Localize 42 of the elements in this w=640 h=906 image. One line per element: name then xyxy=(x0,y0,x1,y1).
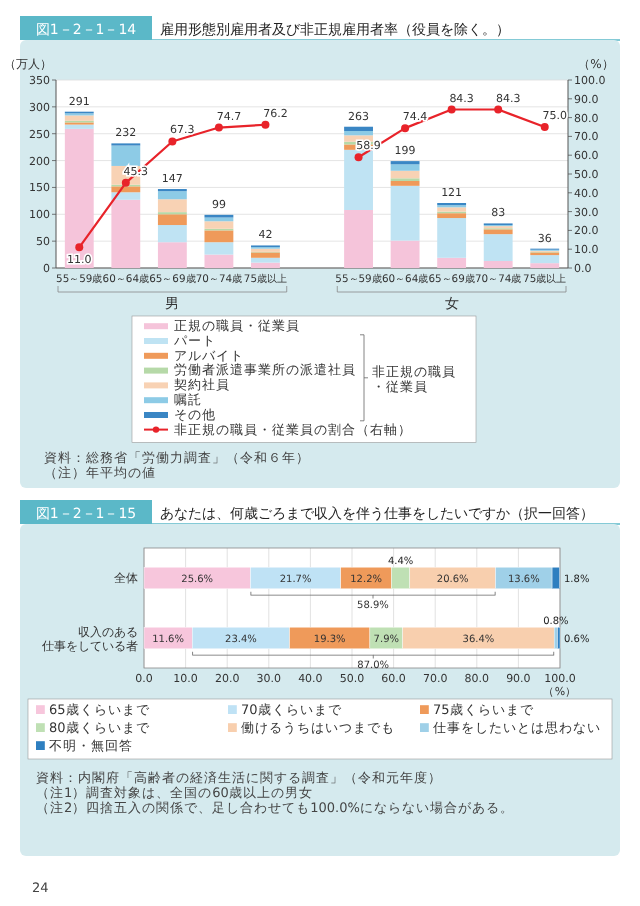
bar xyxy=(390,185,420,241)
bar xyxy=(204,230,234,243)
bar xyxy=(157,191,187,200)
bar xyxy=(390,170,420,179)
bar xyxy=(204,221,234,229)
bar xyxy=(390,164,420,171)
bar xyxy=(157,214,187,226)
bar xyxy=(251,252,280,258)
point xyxy=(214,123,223,132)
bar xyxy=(157,199,187,213)
bar xyxy=(204,254,234,268)
bar xyxy=(437,213,467,219)
bar xyxy=(437,257,467,268)
bar xyxy=(111,145,141,166)
bar xyxy=(344,209,373,268)
bar xyxy=(530,255,560,264)
bar xyxy=(157,225,187,243)
bar xyxy=(390,240,420,268)
bar xyxy=(251,262,280,268)
point xyxy=(401,124,410,133)
bar xyxy=(483,261,513,268)
bar xyxy=(344,149,373,210)
point xyxy=(494,105,503,114)
bar xyxy=(111,199,141,268)
point xyxy=(540,123,549,131)
point xyxy=(75,243,84,252)
bar xyxy=(483,234,513,262)
bar xyxy=(390,180,420,186)
point xyxy=(354,153,363,162)
bar xyxy=(344,126,373,132)
point xyxy=(168,137,177,146)
bar xyxy=(157,242,187,268)
point xyxy=(121,178,130,187)
bar xyxy=(204,242,234,255)
point xyxy=(261,120,270,129)
bar xyxy=(64,115,94,121)
bar xyxy=(251,257,280,263)
bar xyxy=(483,229,513,235)
bar xyxy=(64,128,94,268)
bar xyxy=(111,192,141,200)
point xyxy=(447,105,456,114)
bar xyxy=(437,218,467,258)
